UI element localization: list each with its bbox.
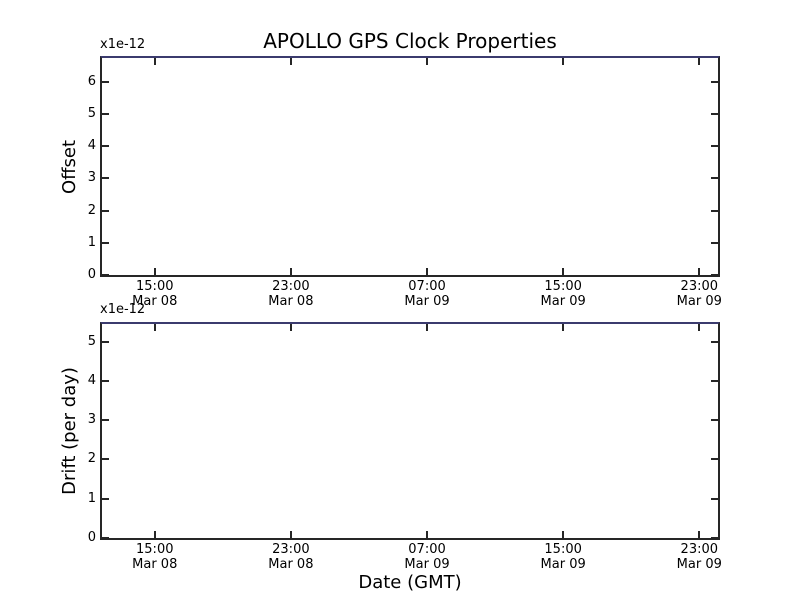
y-tick-label: 5 (87, 333, 96, 349)
y-tick-mark (102, 241, 109, 244)
x-tick-mark (153, 324, 156, 331)
x-tick-date: Mar 09 (676, 294, 722, 309)
x-tick-time: 23:00 (680, 279, 719, 294)
x-tick-label: 07:00 Mar 09 (382, 279, 472, 309)
y-tick-mark (102, 419, 109, 422)
x-tick-label: 23:00 Mar 09 (654, 279, 744, 309)
x-tick-label: 15:00 Mar 08 (110, 279, 200, 309)
y-tick-mark (102, 537, 109, 539)
drift-axes: 0 1 2 3 4 5 15:00 Mar 08 23:00 Mar 08 07:00 Mar 09 1… (88, 322, 722, 572)
y-tick-mark (711, 458, 718, 461)
x-tick-mark (698, 531, 701, 538)
x-tick-label: 23:00 Mar 08 (246, 279, 336, 309)
x-tick-label: 23:00 Mar 08 (246, 542, 336, 572)
y-tick-mark (711, 340, 718, 343)
x-tick-mark (698, 268, 701, 275)
x-tick-mark (153, 58, 156, 65)
x-tick-mark (289, 58, 292, 65)
x-tick-mark (153, 268, 156, 275)
x-axis-label: Date (GMT) (358, 572, 462, 593)
offset-axes: 0 1 2 3 4 5 6 15:00 Mar 08 23:00 Mar 08 07:00 Mar 09… (88, 56, 722, 309)
x-tick-mark (562, 531, 565, 538)
y-tick-mark (711, 241, 718, 244)
y-tick-mark (711, 537, 718, 539)
y-tick-label: 4 (87, 138, 96, 154)
chart-title: APOLLO GPS Clock Properties (263, 29, 557, 53)
y-tick-mark (711, 177, 718, 180)
y-tick-label: 6 (87, 73, 96, 89)
x-tick-label: 23:00 Mar 09 (654, 542, 744, 572)
x-tick-date: Mar 09 (404, 294, 450, 309)
x-tick-date: Mar 08 (132, 294, 178, 309)
y-tick-mark (711, 419, 718, 422)
x-tick-time: 07:00 (408, 279, 446, 294)
x-tick-mark (426, 268, 429, 275)
y-tick-mark (711, 80, 718, 83)
y-tick-label: 2 (87, 202, 96, 218)
x-tick-time: 15:00 (136, 279, 174, 294)
y-axis-multiplier-offset: x1e-12 (100, 37, 146, 52)
y-tick-label: 2 (87, 451, 96, 467)
x-tick-date: Mar 09 (676, 557, 722, 572)
x-tick-date: Mar 08 (132, 557, 178, 572)
x-tick-date: Mar 09 (404, 557, 450, 572)
x-tick-mark (562, 58, 565, 65)
x-tick-mark (289, 324, 292, 331)
y-tick-mark (102, 112, 109, 115)
x-tick-label: 15:00 Mar 08 (110, 542, 200, 572)
y-tick-label: 0 (87, 267, 96, 282)
y-tick-mark (102, 458, 109, 461)
x-tick-date: Mar 09 (540, 294, 586, 309)
x-tick-mark (698, 324, 701, 331)
x-tick-mark (426, 324, 429, 331)
y-tick-mark (102, 379, 109, 382)
x-tick-mark (289, 531, 292, 538)
y-axis-label-drift: Drift (per day) (59, 367, 80, 495)
y-tick-label: 3 (87, 170, 96, 186)
y-tick-mark (711, 145, 718, 148)
y-tick-mark (102, 274, 109, 276)
x-tick-mark (426, 58, 429, 65)
x-tick-date: Mar 09 (540, 557, 586, 572)
y-tick-mark (711, 274, 718, 276)
y-tick-mark (711, 379, 718, 382)
y-tick-mark (102, 209, 109, 212)
y-tick-label: 3 (87, 412, 96, 428)
y-tick-label: 4 (87, 372, 96, 388)
x-tick-mark (698, 58, 701, 65)
y-tick-label: 1 (87, 490, 96, 506)
x-tick-time: 23:00 (272, 279, 310, 294)
x-tick-date: Mar 08 (268, 557, 314, 572)
x-tick-time: 15:00 (136, 542, 174, 557)
x-tick-mark (153, 531, 156, 538)
x-tick-mark (426, 531, 429, 538)
y-tick-label: 5 (87, 105, 96, 121)
y-tick-mark (102, 145, 109, 148)
y-tick-mark (711, 497, 718, 500)
x-tick-mark (562, 324, 565, 331)
x-tick-label: 07:00 Mar 09 (382, 542, 472, 572)
x-tick-label: 15:00 Mar 09 (518, 542, 608, 572)
y-axis-multiplier-drift: x1e-12 (100, 302, 146, 317)
x-tick-time: 23:00 (272, 542, 310, 557)
y-tick-label: 0 (87, 530, 96, 545)
x-tick-mark (562, 268, 565, 275)
y-tick-mark (102, 340, 109, 343)
y-tick-mark (102, 80, 109, 83)
x-tick-time: 23:00 (680, 542, 719, 557)
y-tick-mark (711, 209, 718, 212)
x-tick-time: 15:00 (544, 279, 582, 294)
x-tick-time: 15:00 (544, 542, 582, 557)
x-tick-time: 07:00 (408, 542, 446, 557)
x-tick-mark (289, 268, 292, 275)
x-tick-date: Mar 08 (268, 294, 314, 309)
y-tick-mark (102, 177, 109, 180)
x-tick-label: 15:00 Mar 09 (518, 279, 608, 309)
y-tick-mark (711, 112, 718, 115)
y-tick-mark (102, 497, 109, 500)
y-tick-label: 1 (87, 234, 96, 250)
